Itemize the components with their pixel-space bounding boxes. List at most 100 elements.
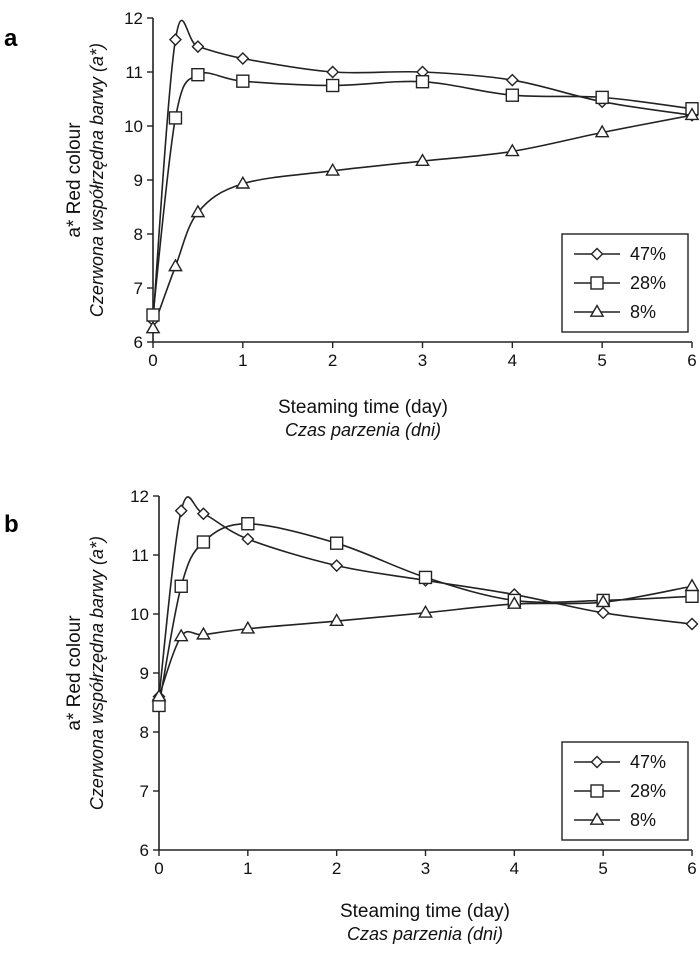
y-tick-label-b: 9 bbox=[140, 664, 149, 683]
data-point-28pct-b bbox=[241, 517, 255, 531]
legend-label-28pct-b: 28% bbox=[630, 781, 666, 801]
data-point-47pct-a bbox=[191, 40, 205, 54]
y-tick-label-b: 11 bbox=[131, 546, 149, 565]
x-tick-label-b: 6 bbox=[687, 859, 696, 878]
data-point-8pct-b bbox=[240, 620, 256, 634]
data-point-28pct-b bbox=[418, 570, 433, 585]
y-tick-label-a: 7 bbox=[134, 279, 143, 298]
y-tick-label-a: 8 bbox=[134, 225, 143, 244]
x-axis-label-a: Steaming time (day) bbox=[278, 397, 448, 418]
data-point-47pct-a bbox=[236, 52, 250, 65]
legend-marker-47pct-b bbox=[590, 755, 604, 769]
legend-marker-8pct-b bbox=[589, 812, 605, 825]
data-point-8pct-a bbox=[684, 107, 700, 121]
series-line-47pct-a bbox=[152, 19, 693, 321]
data-point-8pct-a bbox=[145, 320, 161, 334]
x-axis-label-pl-a: Czas parzenia (dni) bbox=[285, 420, 441, 440]
x-tick-label-b: 4 bbox=[510, 859, 519, 878]
legend-label-47pct-b: 47% bbox=[630, 752, 666, 772]
data-point-8pct-a bbox=[190, 204, 206, 218]
data-point-47pct-a bbox=[326, 65, 340, 79]
y-tick-label-b: 12 bbox=[130, 487, 149, 506]
legend-label-28pct-a: 28% bbox=[630, 273, 666, 293]
y-axis-label-pl-a: Czerwona współrzędna barwy (a*) bbox=[87, 43, 107, 317]
data-point-8pct-b bbox=[196, 626, 211, 640]
legend-label-47pct-a: 47% bbox=[630, 244, 666, 264]
y-tick-label-a: 10 bbox=[124, 117, 143, 136]
legend-marker-28pct-a bbox=[590, 276, 604, 290]
data-point-8pct-b bbox=[418, 604, 433, 618]
y-tick-label-a: 12 bbox=[124, 9, 143, 28]
data-point-28pct-a bbox=[236, 74, 250, 88]
panel-letter-a: a bbox=[4, 25, 18, 52]
data-point-8pct-b bbox=[151, 688, 167, 702]
data-point-8pct-a bbox=[235, 175, 251, 189]
data-point-47pct-a bbox=[168, 33, 182, 47]
data-point-28pct-a bbox=[505, 88, 520, 102]
x-tick-label-a: 2 bbox=[328, 351, 337, 370]
x-tick-label-b: 3 bbox=[421, 859, 430, 878]
data-point-47pct-b bbox=[174, 504, 188, 518]
data-point-47pct-b bbox=[330, 559, 344, 573]
data-point-28pct-b bbox=[174, 579, 188, 593]
data-point-28pct-a bbox=[191, 67, 205, 82]
y-tick-label-a: 6 bbox=[134, 333, 143, 352]
y-tick-label-b: 6 bbox=[140, 841, 149, 860]
y-tick-label-b: 10 bbox=[130, 605, 149, 624]
x-tick-label-a: 5 bbox=[597, 351, 606, 370]
y-axis-label-pl-b: Czerwona współrzędna barwy (a*) bbox=[87, 536, 107, 810]
x-axis-label-pl-b: Czas parzenia (dni) bbox=[347, 924, 503, 944]
x-tick-label-b: 0 bbox=[154, 859, 163, 878]
y-tick-label-b: 8 bbox=[140, 723, 149, 742]
x-tick-label-a: 1 bbox=[238, 351, 247, 370]
data-point-47pct-a bbox=[505, 73, 519, 87]
x-axis-label-b: Steaming time (day) bbox=[340, 901, 510, 922]
data-point-47pct-b bbox=[596, 606, 610, 620]
series-line-8pct-a bbox=[152, 114, 693, 329]
y-axis-label-b: a* Red colour bbox=[64, 615, 85, 731]
chart-panel-a: a Steaming time (day) Czas parzenia (dni… bbox=[4, 9, 700, 440]
x-tick-label-a: 0 bbox=[148, 351, 157, 370]
panel-letter-b: b bbox=[4, 511, 19, 538]
data-point-28pct-b bbox=[685, 589, 699, 603]
data-point-28pct-a bbox=[168, 111, 183, 125]
data-point-47pct-b bbox=[196, 507, 210, 521]
data-point-8pct-a bbox=[325, 162, 341, 176]
data-point-28pct-a bbox=[415, 75, 430, 89]
data-point-8pct-a bbox=[415, 153, 430, 167]
series-line-8pct-b bbox=[158, 585, 693, 697]
legend-marker-28pct-b bbox=[590, 784, 604, 798]
legend-a: 47% 28% 8% bbox=[561, 233, 689, 333]
x-tick-label-b: 5 bbox=[598, 859, 607, 878]
y-tick-label-b: 7 bbox=[140, 782, 149, 801]
data-point-28pct-b bbox=[196, 535, 211, 549]
data-point-8pct-b bbox=[506, 596, 522, 609]
x-tick-label-a: 6 bbox=[687, 351, 696, 370]
x-tick-label-a: 3 bbox=[418, 351, 427, 370]
legend-label-8pct-a: 8% bbox=[630, 302, 656, 322]
data-point-28pct-a bbox=[325, 78, 340, 93]
data-point-8pct-a bbox=[504, 143, 520, 157]
y-tick-label-a: 11 bbox=[125, 63, 143, 82]
data-point-28pct-a bbox=[146, 308, 160, 322]
legend-marker-47pct-a bbox=[590, 247, 604, 261]
data-point-8pct-b bbox=[173, 628, 189, 642]
data-point-28pct-b bbox=[329, 536, 344, 550]
y-axis-label-a: a* Red colour bbox=[64, 122, 85, 238]
data-point-8pct-a bbox=[594, 124, 610, 138]
legend-label-8pct-b: 8% bbox=[630, 810, 656, 830]
data-point-8pct-b bbox=[595, 594, 611, 608]
data-point-8pct-b bbox=[329, 613, 345, 627]
x-tick-label-b: 1 bbox=[243, 859, 252, 878]
legend-marker-8pct-a bbox=[589, 304, 605, 317]
data-point-47pct-b bbox=[241, 532, 255, 546]
x-tick-label-b: 2 bbox=[332, 859, 341, 878]
y-tick-label-a: 9 bbox=[134, 171, 143, 190]
legend-b: 47% 28% 8% bbox=[561, 741, 689, 841]
series-line-47pct-b bbox=[158, 496, 693, 697]
data-point-47pct-b bbox=[685, 617, 699, 631]
chart-panel-b: b Steaming time (day) Czas parzenia (dni… bbox=[4, 487, 700, 944]
data-point-8pct-a bbox=[168, 258, 183, 272]
data-point-8pct-b bbox=[684, 578, 700, 592]
